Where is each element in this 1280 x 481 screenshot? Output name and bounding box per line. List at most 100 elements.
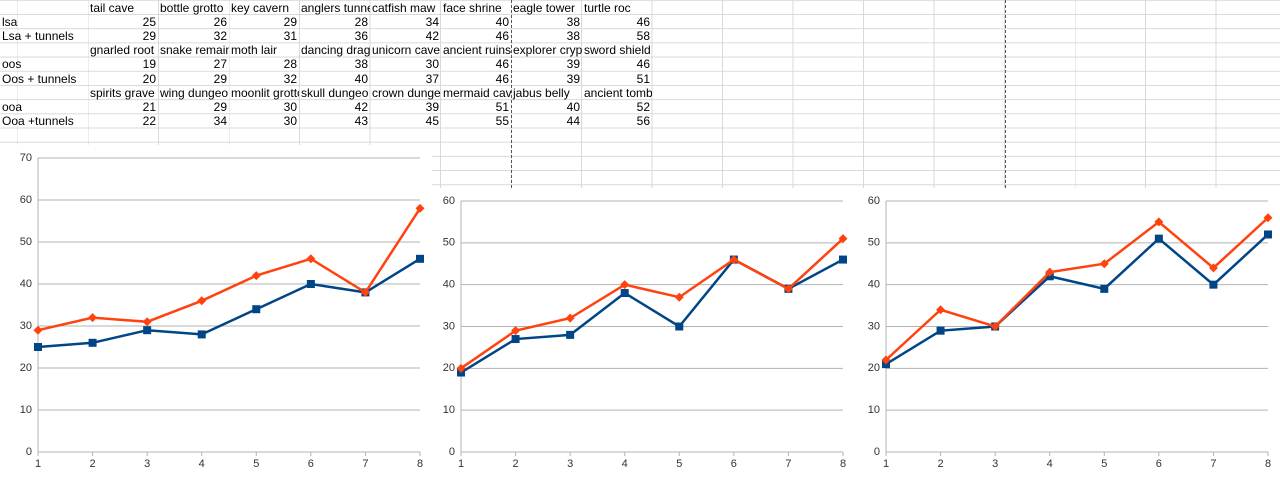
text-cell[interactable]: lsa: [2, 14, 18, 29]
text-cell[interactable]: gnarled root: [90, 43, 155, 58]
number-cell[interactable]: 29: [213, 99, 227, 114]
number-cell[interactable]: 34: [425, 14, 439, 29]
number-cell[interactable]: 28: [283, 57, 297, 72]
number-cell[interactable]: 34: [213, 114, 227, 129]
text-cell[interactable]: unicorn cave: [372, 43, 441, 58]
text-cell[interactable]: Ooa +tunnels: [2, 114, 74, 129]
text-cell[interactable]: oos: [2, 57, 22, 72]
number-cell[interactable]: 29: [283, 14, 297, 29]
number-cell[interactable]: 29: [142, 28, 156, 43]
text-cell[interactable]: anglers tunne: [301, 0, 370, 15]
number-cell[interactable]: 55: [495, 114, 509, 129]
text-cell[interactable]: ancient tomb: [584, 85, 652, 100]
number-cell[interactable]: 46: [495, 57, 509, 72]
text-cell[interactable]: jabus belly: [513, 85, 570, 100]
number-cell[interactable]: 38: [566, 28, 580, 43]
number-cell[interactable]: 21: [142, 99, 156, 114]
text-cell[interactable]: dancing drag: [301, 43, 370, 58]
y-tick-label: 10: [443, 404, 455, 416]
number-cell[interactable]: 40: [354, 71, 368, 86]
number-cell[interactable]: 44: [566, 114, 580, 129]
number-cell[interactable]: 37: [425, 71, 439, 86]
number-cell[interactable]: 46: [636, 57, 650, 72]
y-tick-label: 30: [20, 320, 32, 332]
text-cell[interactable]: Lsa + tunnels: [2, 28, 74, 43]
text-cell[interactable]: ancient ruins: [443, 43, 511, 58]
number-cell[interactable]: 46: [636, 14, 650, 29]
marker: [838, 234, 848, 244]
number-cell[interactable]: 20: [142, 71, 156, 86]
number-cell[interactable]: 38: [354, 57, 368, 72]
chart-bg: [432, 188, 855, 481]
marker: [783, 284, 793, 294]
number-cell[interactable]: 58: [636, 28, 650, 43]
x-tick-label: 1: [458, 458, 464, 470]
number-cell[interactable]: 26: [213, 14, 227, 29]
number-cell[interactable]: 28: [354, 14, 368, 29]
text-cell[interactable]: ooa: [2, 99, 23, 114]
number-cell[interactable]: 40: [495, 14, 509, 29]
text-cell[interactable]: snake remain: [160, 43, 229, 58]
number-cell[interactable]: 32: [213, 28, 227, 43]
number-cell[interactable]: 38: [566, 14, 580, 29]
text-cell[interactable]: eagle tower: [513, 0, 576, 15]
y-tick-label: 20: [20, 362, 32, 374]
number-cell[interactable]: 46: [495, 28, 509, 43]
number-cell[interactable]: 32: [283, 71, 297, 86]
marker: [1100, 284, 1109, 293]
x-tick-label: 1: [35, 458, 41, 470]
number-cell[interactable]: 40: [566, 99, 580, 114]
x-tick-label: 3: [992, 458, 998, 470]
text-cell[interactable]: turtle roc: [584, 0, 631, 15]
y-tick-label: 50: [20, 236, 32, 248]
number-cell[interactable]: 42: [354, 99, 368, 114]
series-line: [885, 216, 1269, 361]
number-cell[interactable]: 29: [213, 71, 227, 86]
number-cell[interactable]: 45: [425, 114, 439, 129]
number-cell[interactable]: 51: [636, 71, 650, 86]
number-cell[interactable]: 30: [425, 57, 439, 72]
text-cell[interactable]: wing dungeo: [160, 85, 229, 100]
number-cell[interactable]: 46: [495, 71, 509, 86]
text-cell[interactable]: face shrine: [443, 0, 502, 15]
number-cell[interactable]: 27: [213, 57, 227, 72]
number-cell[interactable]: 39: [566, 57, 580, 72]
text-cell[interactable]: spirits grave: [90, 85, 155, 100]
text-cell[interactable]: moth lair: [231, 43, 278, 58]
text-cell[interactable]: bottle grotto: [160, 0, 224, 15]
number-cell[interactable]: 42: [425, 28, 439, 43]
text-cell[interactable]: tail cave: [90, 0, 135, 15]
text-cell[interactable]: catfish maw: [372, 0, 436, 15]
marker: [88, 338, 97, 347]
number-cell[interactable]: 31: [283, 28, 297, 43]
marker: [1209, 280, 1218, 289]
text-cell[interactable]: Oos + tunnels: [2, 71, 77, 86]
marker: [936, 305, 946, 315]
number-cell[interactable]: 22: [142, 114, 156, 129]
text-cell[interactable]: key cavern: [231, 0, 290, 15]
marker: [1045, 267, 1055, 277]
text-cell[interactable]: skull dungeo: [301, 85, 369, 100]
number-cell[interactable]: 51: [495, 99, 509, 114]
text-cell[interactable]: mermaid cav: [443, 85, 511, 100]
marker: [360, 287, 370, 297]
number-cell[interactable]: 36: [354, 28, 368, 43]
text-cell[interactable]: sword shield maze: [584, 43, 652, 58]
marker: [1208, 263, 1218, 273]
text-cell[interactable]: crown dunge: [372, 85, 441, 100]
number-cell[interactable]: 39: [566, 71, 580, 86]
text-cell[interactable]: moonlit grotto: [231, 85, 299, 100]
number-cell[interactable]: 25: [142, 14, 156, 29]
number-cell[interactable]: 19: [142, 57, 156, 72]
marker: [197, 296, 207, 306]
marker: [1154, 234, 1163, 243]
number-cell[interactable]: 30: [283, 114, 297, 129]
number-cell[interactable]: 43: [354, 114, 368, 129]
text-cell[interactable]: explorer crypt: [513, 43, 582, 58]
y-tick-label: 40: [20, 278, 32, 290]
number-cell[interactable]: 52: [636, 99, 650, 114]
number-cell[interactable]: 39: [425, 99, 439, 114]
number-cell[interactable]: 56: [636, 114, 650, 129]
x-tick-label: 5: [253, 458, 259, 470]
number-cell[interactable]: 30: [283, 99, 297, 114]
